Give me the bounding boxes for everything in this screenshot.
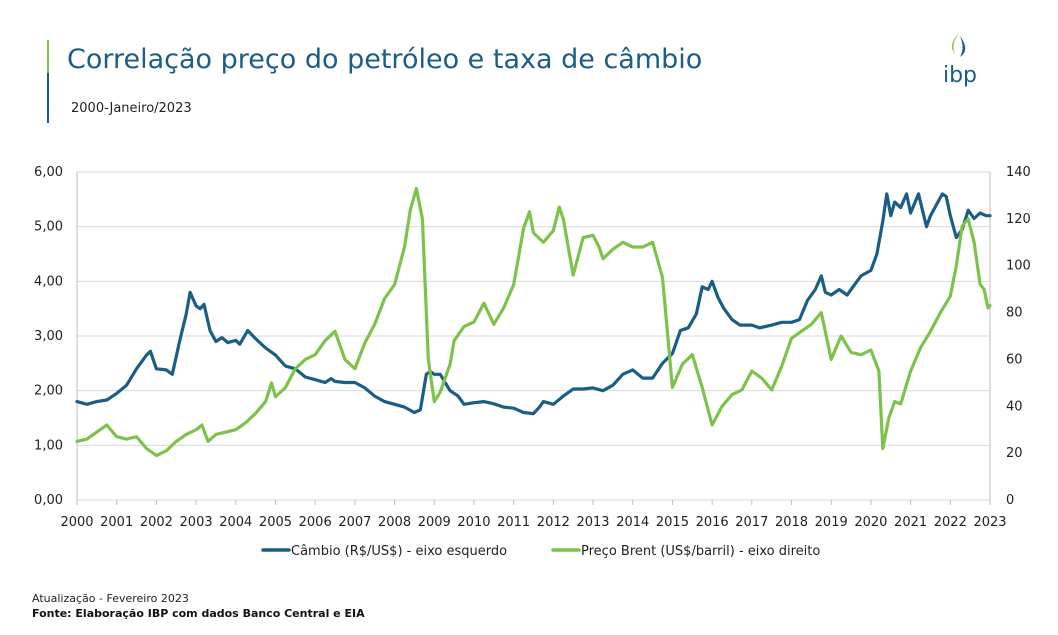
- x-tick-label: 2017: [735, 515, 768, 530]
- series-lines: [75, 186, 992, 458]
- x-tick-label: 2004: [219, 515, 252, 530]
- chart-legend: Câmbio (R$/US$) - eixo esquerdo Preço Bre…: [261, 544, 820, 559]
- y-right-tick-label: 80: [1006, 306, 1023, 321]
- y-left-tick-label: 3,00: [34, 329, 63, 344]
- x-tick-label: 2000: [60, 515, 93, 530]
- x-tick-label: 2006: [299, 515, 332, 530]
- y-right-tick-label: 0: [1006, 493, 1014, 508]
- ibp-logo: ibp: [943, 32, 977, 88]
- y-axis-right: 0 20 40 60 80 100 120 140: [1006, 165, 1031, 508]
- x-tick-label: 2013: [576, 515, 609, 530]
- y-left-tick-label: 6,00: [34, 165, 63, 180]
- x-tick-label: 2014: [616, 515, 649, 530]
- x-tick-label: 2005: [259, 515, 292, 530]
- page-title: Correlação preço do petróleo e taxa de c…: [67, 44, 703, 75]
- title-accent-bar: [47, 40, 49, 123]
- y-right-tick-label: 140: [1006, 165, 1031, 180]
- line-chart: 0,00 1,00 2,00 3,00 4,00 5,00 6,00 0 20 40 60 80 10…: [34, 165, 1031, 559]
- y-right-tick-label: 120: [1006, 212, 1031, 227]
- x-tick-label: 2015: [656, 515, 689, 530]
- x-tick-label: 2001: [100, 515, 133, 530]
- x-tick-label: 2023: [973, 515, 1006, 530]
- update-note: Atualização - Fevereiro 2023: [32, 592, 189, 605]
- x-tick-label: 2020: [854, 515, 887, 530]
- x-tick-label: 2019: [815, 515, 848, 530]
- y-right-tick-label: 100: [1006, 259, 1031, 274]
- x-tick-label: 2012: [537, 515, 570, 530]
- x-tick-label: 2022: [934, 515, 967, 530]
- x-tick-label: 2008: [378, 515, 411, 530]
- series-line-brent: [75, 186, 992, 458]
- x-tick-label: 2011: [497, 515, 530, 530]
- legend-label: Preço Brent (US$/barril) - eixo direito: [581, 544, 820, 559]
- y-left-tick-label: 0,00: [34, 493, 63, 508]
- y-right-tick-label: 40: [1006, 399, 1023, 414]
- y-left-tick-label: 1,00: [34, 438, 63, 453]
- y-left-tick-label: 2,00: [34, 384, 63, 399]
- y-axis-left: 0,00 1,00 2,00 3,00 4,00 5,00 6,00: [34, 165, 63, 508]
- source-note: Fonte: Elaboração IBP com dados Banco Ce…: [32, 607, 365, 620]
- legend-label: Câmbio (R$/US$) - eixo esquerdo: [291, 544, 507, 559]
- y-right-tick-label: 20: [1006, 446, 1023, 461]
- x-tick-label: 2002: [140, 515, 173, 530]
- y-left-tick-label: 5,00: [34, 220, 63, 235]
- y-right-tick-label: 60: [1006, 352, 1023, 367]
- x-tick-label: 2007: [338, 515, 371, 530]
- y-left-tick-label: 4,00: [34, 274, 63, 289]
- page-subtitle: 2000-Janeiro/2023: [71, 101, 192, 116]
- x-tick-label: 2018: [775, 515, 808, 530]
- x-tick-label: 2016: [696, 515, 729, 530]
- x-tick-label: 2003: [180, 515, 213, 530]
- x-axis: 2000 2001 2002 2003 2004 2005 2006 2007 2008 2009…: [60, 500, 1007, 530]
- x-tick-label: 2010: [457, 515, 490, 530]
- x-tick-label: 2021: [894, 515, 927, 530]
- series-line-cambio: [75, 192, 992, 416]
- svg-text:ibp: ibp: [943, 63, 977, 88]
- x-tick-label: 2009: [418, 515, 451, 530]
